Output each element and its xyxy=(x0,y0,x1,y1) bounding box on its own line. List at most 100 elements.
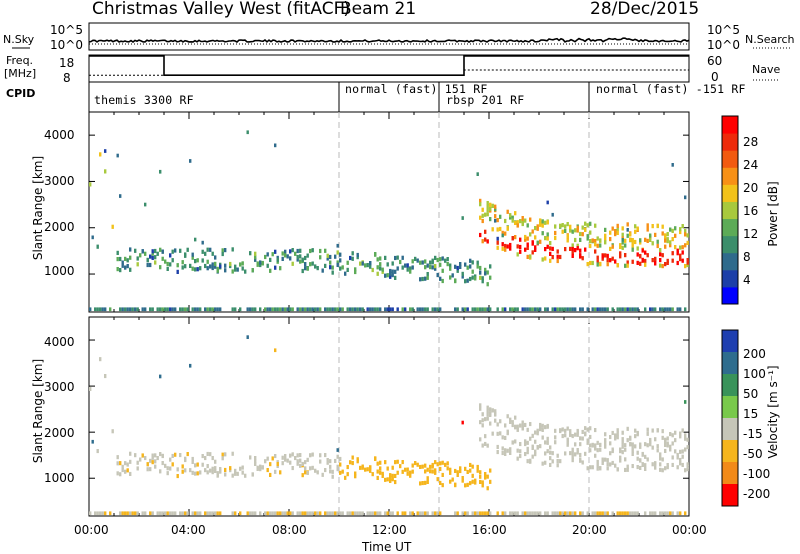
power-cell xyxy=(601,256,604,261)
velocity-cell xyxy=(581,460,584,465)
power-cell xyxy=(679,245,682,250)
power-cell xyxy=(484,212,487,217)
velocity-cell xyxy=(491,431,494,436)
velocity-cell xyxy=(679,511,682,516)
power-cell xyxy=(501,230,504,235)
velocity-cell xyxy=(496,511,499,516)
velocity-cell xyxy=(519,423,522,428)
velocity-cell xyxy=(324,453,327,458)
power-cell xyxy=(216,266,219,271)
power-cell xyxy=(599,243,602,248)
velocity-cell xyxy=(589,465,592,470)
velocity-cell xyxy=(591,511,594,516)
velocity-cell xyxy=(551,511,554,516)
velocity-cell xyxy=(309,453,312,458)
velocity-cell xyxy=(561,427,564,432)
velocity-cell xyxy=(449,470,452,475)
velocity-cell xyxy=(361,465,364,470)
velocity-cell xyxy=(679,461,682,466)
power-cell xyxy=(359,307,362,312)
velocity-cell xyxy=(356,457,359,462)
velocity-cbar-swatch xyxy=(722,396,738,419)
velocity-cell xyxy=(579,511,582,516)
velocity-cell xyxy=(264,511,267,516)
velocity-cell xyxy=(174,452,177,457)
power-cell xyxy=(516,307,519,312)
cpid-segment-3: normal (fast) -151 RF xyxy=(596,82,746,96)
velocity-cell xyxy=(351,455,354,460)
velocity-cell xyxy=(471,464,474,469)
velocity-cell xyxy=(526,427,529,432)
velocity-cell xyxy=(426,511,429,516)
power-cell xyxy=(489,275,492,280)
velocity-cell xyxy=(389,473,392,478)
power-cell xyxy=(376,257,379,262)
velocity-cell xyxy=(326,460,329,465)
power-cell xyxy=(379,266,382,271)
power-cell xyxy=(434,255,437,260)
velocity-cell xyxy=(241,470,244,475)
velocity-cell xyxy=(206,451,209,456)
power-cell xyxy=(461,307,464,312)
velocity-cell xyxy=(599,447,602,452)
power-cell xyxy=(649,233,652,238)
power-cell xyxy=(479,307,482,312)
power-cell xyxy=(161,249,164,254)
velocity-cell xyxy=(611,460,614,465)
power-cell xyxy=(206,259,209,264)
velocity-cell xyxy=(381,473,384,478)
power-cell xyxy=(176,269,179,274)
power-cell xyxy=(656,243,659,249)
power-cell xyxy=(144,251,147,256)
power-cell xyxy=(541,257,544,262)
power-cell xyxy=(361,307,364,312)
power-cell xyxy=(504,231,507,236)
power-cell xyxy=(536,307,539,312)
velocity-cell xyxy=(571,434,574,439)
power-cell xyxy=(596,243,599,248)
velocity-cell xyxy=(199,511,202,516)
power-cell xyxy=(669,240,672,245)
velocity-cell xyxy=(684,511,687,516)
velocity-cell xyxy=(386,511,389,516)
velocity-cell xyxy=(564,511,567,516)
power-cell xyxy=(326,253,329,258)
velocity-cell xyxy=(589,426,592,431)
velocity-cbar-swatch xyxy=(722,462,738,485)
velocity-cell xyxy=(539,444,542,449)
velocity-cell xyxy=(674,430,677,435)
velocity-cell xyxy=(339,511,342,516)
velocity-cbar-tick-50: 50 xyxy=(743,387,759,401)
power-cell xyxy=(571,246,574,252)
power-cell xyxy=(181,307,184,312)
power-cell xyxy=(596,236,599,241)
velocity-cell xyxy=(286,458,289,463)
velocity-cell xyxy=(431,511,434,516)
velocity-cell xyxy=(209,452,212,457)
velocity-cell xyxy=(554,435,557,440)
velocity-cell xyxy=(386,477,389,482)
power-cell xyxy=(481,279,484,284)
power-cell xyxy=(181,265,184,270)
velocity-cell xyxy=(686,445,689,450)
power-cell xyxy=(656,223,659,228)
velocity-cell xyxy=(479,406,482,411)
velocity-cell xyxy=(554,511,557,516)
velocity-cell xyxy=(486,405,489,410)
power-cell xyxy=(281,251,284,256)
velocity-cell xyxy=(656,448,659,453)
velocity-cell xyxy=(296,453,299,458)
power-cell xyxy=(169,253,172,258)
velocity-cell xyxy=(656,444,659,449)
velocity-cell xyxy=(546,424,549,429)
velocity-cell xyxy=(166,471,169,476)
power-cell xyxy=(439,262,442,267)
date-title: 28/Dec/2015 xyxy=(590,0,700,19)
velocity-cell xyxy=(679,449,682,454)
velocity-cell xyxy=(124,469,127,474)
velocity-cell xyxy=(626,464,629,469)
power-cell xyxy=(491,203,494,208)
power-cell xyxy=(526,242,529,247)
velocity-cell xyxy=(484,472,487,477)
